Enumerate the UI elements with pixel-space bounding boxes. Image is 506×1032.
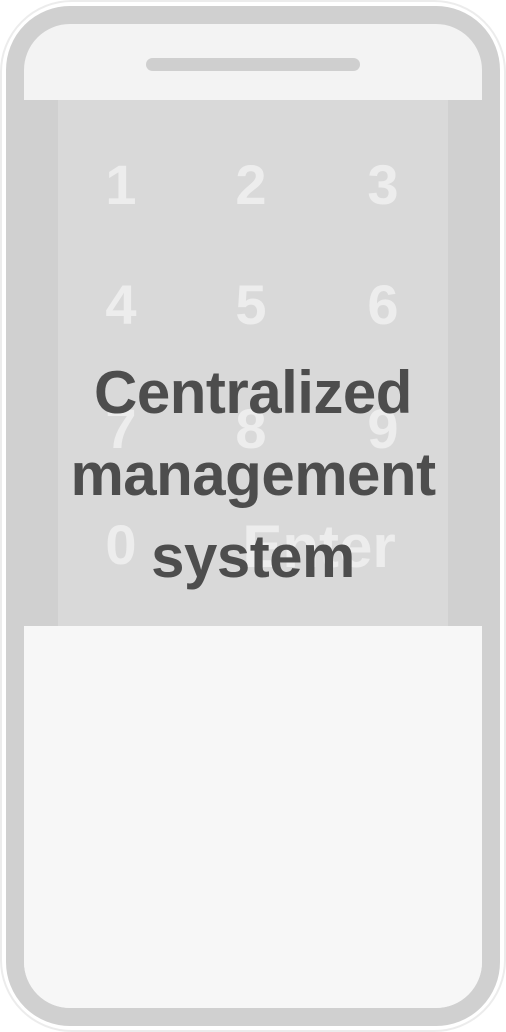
key-8[interactable]: 8	[235, 397, 267, 460]
key-0[interactable]: 0	[105, 513, 137, 576]
phone-speaker	[146, 58, 360, 71]
key-6[interactable]: 6	[367, 273, 399, 336]
overlay-line-1: Centralized	[94, 359, 412, 426]
key-4[interactable]: 4	[105, 273, 137, 336]
overlay-line-3: system	[151, 523, 355, 590]
overlay-title: Centralized management system	[0, 352, 506, 598]
overlay-line-2: management	[70, 441, 436, 508]
key-3[interactable]: 3	[367, 153, 399, 216]
keypad-screen	[24, 100, 482, 626]
key-2[interactable]: 2	[235, 153, 267, 216]
enter-button[interactable]: Enter	[242, 513, 396, 580]
key-9[interactable]: 9	[367, 397, 399, 460]
key-7[interactable]: 7	[105, 397, 137, 460]
key-1[interactable]: 1	[105, 153, 137, 216]
keypad-panel	[58, 100, 448, 626]
key-5[interactable]: 5	[235, 273, 267, 336]
